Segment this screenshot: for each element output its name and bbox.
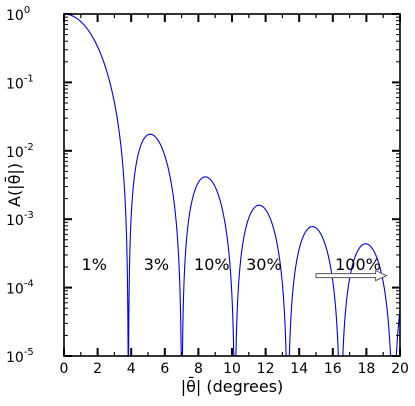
range-arrow	[315, 269, 388, 282]
x-tick-label: 6	[160, 361, 169, 377]
curve-layer	[64, 13, 401, 357]
annotation-label: 100%	[335, 255, 381, 274]
x-tick-label: 12	[257, 361, 275, 377]
x-tick-label: 2	[93, 361, 102, 377]
x-tick-label: 8	[194, 361, 203, 377]
y-axis-label: A(|θ̄|)	[5, 163, 24, 207]
x-tick-label: 18	[357, 361, 375, 377]
annot-layer: 1% 3% 10% 30% 100%	[82, 255, 388, 282]
x-tick-label: 20	[391, 361, 409, 377]
plot-frame	[63, 13, 401, 357]
y-tick-label: 10-3	[6, 210, 34, 229]
annotation-label: 3%	[144, 255, 169, 274]
y-tick-label: 10-5	[6, 347, 34, 366]
x-tick-label: 14	[290, 361, 308, 377]
annotation-label: 1%	[82, 255, 107, 274]
y-tick-label: 10-4	[6, 279, 34, 298]
ticks-layer: 0 2 4 6 8 10 12 14 16 18 20 100 10-1 10-2 10-3 10-4 10-5	[6, 5, 409, 377]
data-series-line	[64, 13, 401, 357]
x-tick-label: 16	[324, 361, 342, 377]
y-tick-label: 10-1	[6, 73, 34, 92]
y-tick-label: 10-2	[6, 142, 34, 161]
y-tick-label: 100	[6, 5, 30, 24]
x-tick-label: 10	[223, 361, 241, 377]
annotation-label: 30%	[246, 255, 282, 274]
x-tick-label: 0	[60, 361, 69, 377]
annotation-label: 10%	[194, 255, 230, 274]
x-axis-label: |θ̄| (degrees)	[181, 377, 284, 396]
x-tick-label: 4	[127, 361, 136, 377]
